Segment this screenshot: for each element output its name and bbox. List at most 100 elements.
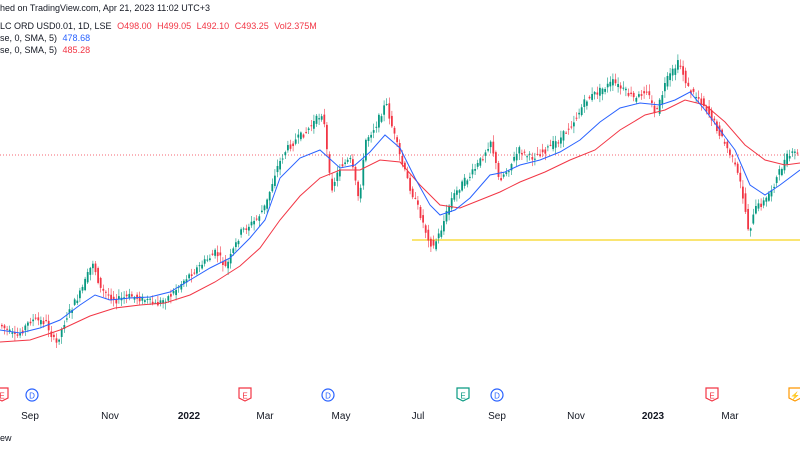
candle-body bbox=[664, 83, 666, 92]
candle-body bbox=[713, 118, 716, 121]
candle-body bbox=[643, 91, 645, 94]
candle-body bbox=[796, 152, 799, 154]
candle-body bbox=[362, 159, 365, 186]
candle-body bbox=[300, 132, 302, 140]
candle-body bbox=[159, 300, 162, 304]
candle-body bbox=[328, 154, 331, 173]
candle-body bbox=[305, 131, 307, 133]
candle-body bbox=[27, 322, 29, 326]
candle-body bbox=[547, 146, 549, 148]
candle-body bbox=[677, 60, 679, 70]
candle-body bbox=[92, 263, 94, 269]
candle-body bbox=[346, 159, 349, 162]
candle-body bbox=[495, 152, 497, 164]
candle-body bbox=[617, 83, 619, 88]
candle-body bbox=[99, 277, 102, 288]
candle-body bbox=[34, 317, 37, 319]
candle-body bbox=[396, 137, 398, 143]
candle-body bbox=[461, 181, 463, 191]
candle-body bbox=[518, 147, 521, 154]
candle-body bbox=[97, 268, 99, 283]
ma-slow-line bbox=[0, 99, 800, 343]
candle-body bbox=[279, 160, 281, 170]
earnings-marker[interactable] bbox=[456, 387, 470, 402]
candle-body bbox=[560, 137, 562, 144]
candle-body bbox=[206, 259, 209, 261]
candle-body bbox=[302, 134, 305, 138]
candle-body bbox=[105, 291, 107, 293]
candle-body bbox=[84, 278, 86, 291]
candle-body bbox=[781, 169, 783, 176]
candle-body bbox=[619, 85, 622, 89]
candle-body bbox=[484, 152, 487, 156]
candle-body bbox=[42, 320, 45, 325]
candle-body bbox=[3, 325, 6, 329]
candle-body bbox=[549, 144, 552, 146]
candle-body bbox=[703, 98, 705, 107]
ma-slow-legend[interactable]: se, 0, SMA, 5) 485.28 bbox=[0, 45, 93, 55]
dividend-marker[interactable] bbox=[25, 388, 39, 402]
candle-body bbox=[755, 206, 757, 214]
candle-body bbox=[656, 108, 658, 110]
candle-body bbox=[365, 139, 367, 161]
earnings-marker[interactable] bbox=[0, 387, 9, 402]
candle-body bbox=[658, 99, 661, 114]
candle-body bbox=[401, 155, 404, 165]
candle-body bbox=[427, 229, 430, 241]
candle-body bbox=[414, 197, 417, 199]
candle-body bbox=[471, 169, 474, 175]
candle-body bbox=[497, 163, 500, 177]
earnings-marker[interactable] bbox=[705, 387, 719, 402]
candle-body bbox=[66, 318, 68, 320]
candle-body bbox=[474, 169, 476, 171]
x-tick-label: Jul bbox=[412, 411, 425, 422]
candle-body bbox=[729, 149, 731, 156]
candle-body bbox=[666, 75, 669, 87]
candle-body bbox=[60, 328, 63, 337]
dividend-marker[interactable] bbox=[321, 388, 335, 402]
candle-body bbox=[172, 290, 175, 294]
candle-body bbox=[76, 300, 79, 304]
x-tick-label: Mar bbox=[256, 411, 274, 422]
candle-body bbox=[250, 221, 253, 226]
dividend-marker-letter: D bbox=[325, 392, 331, 401]
candle-body bbox=[794, 151, 796, 153]
candle-body bbox=[185, 279, 188, 283]
candle-body bbox=[609, 81, 612, 87]
earnings-marker-letter: E bbox=[709, 392, 714, 401]
candle-body bbox=[565, 132, 567, 134]
candle-body bbox=[227, 261, 229, 269]
candle-body bbox=[341, 164, 344, 167]
x-tick-label: May bbox=[332, 411, 351, 422]
candle-body bbox=[552, 140, 554, 150]
candle-body bbox=[752, 214, 755, 224]
earnings-marker[interactable] bbox=[238, 387, 252, 402]
candle-body bbox=[136, 294, 138, 299]
candle-body bbox=[492, 141, 495, 154]
dividend-marker[interactable] bbox=[490, 388, 504, 402]
chart-header-line-1: hed on TradingView.com, Apr 21, 2023 11:… bbox=[0, 3, 213, 13]
candle-body bbox=[349, 157, 352, 160]
event-markers[interactable]: E D E D E D E ⚡ bbox=[0, 387, 800, 402]
candle-body bbox=[378, 114, 380, 128]
ma-fast-legend[interactable]: se, 0, SMA, 5) 478.68 bbox=[0, 33, 93, 43]
candle-body bbox=[534, 158, 536, 160]
candle-body bbox=[775, 177, 778, 184]
candle-body bbox=[424, 225, 427, 233]
candle-body bbox=[742, 186, 744, 199]
candle-body bbox=[700, 98, 703, 104]
candle-body bbox=[726, 141, 729, 149]
candle-body bbox=[645, 91, 648, 93]
candle-body bbox=[768, 193, 770, 201]
candle-body bbox=[456, 190, 458, 195]
chart-header-line-2: LC ORD USD0.01, 1D, LSE O498.00 H499.05 … bbox=[0, 21, 320, 31]
split-marker[interactable] bbox=[788, 387, 800, 402]
candle-body bbox=[536, 153, 539, 155]
candle-body bbox=[679, 65, 682, 67]
symbol-label[interactable]: LC ORD USD0.01, 1D, LSE bbox=[0, 21, 112, 31]
candle-body bbox=[544, 149, 547, 154]
candle-body bbox=[430, 238, 432, 247]
candle-body bbox=[580, 107, 583, 116]
candle-body bbox=[323, 114, 326, 125]
